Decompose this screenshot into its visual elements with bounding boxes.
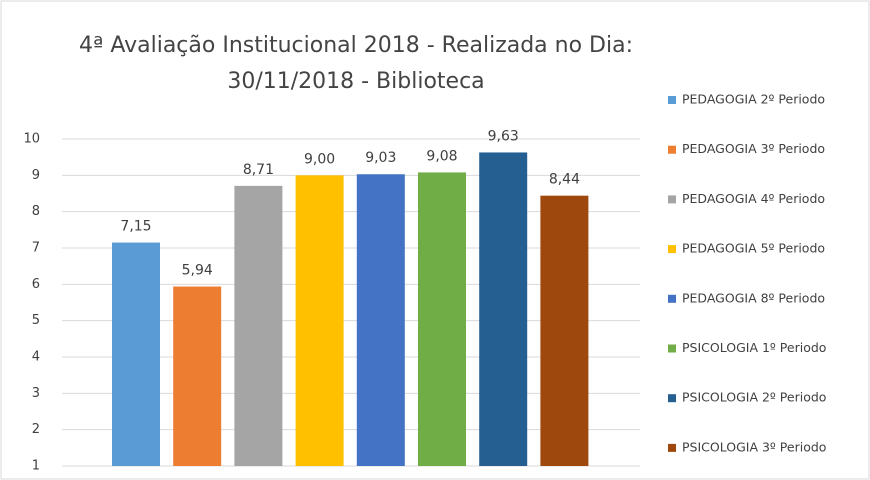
data-label: 8,44 (549, 172, 580, 188)
bar (418, 172, 466, 466)
data-label: 9,63 (488, 128, 519, 144)
legend-swatch (668, 344, 676, 353)
legend-label: PEDAGOGIA 5º Periodo (682, 241, 825, 256)
bar (173, 286, 222, 466)
legend-label: PSICOLOGIA 1º Periodo (682, 340, 826, 355)
legend-label: PEDAGOGIA 3º Periodo (682, 141, 825, 156)
y-tick-label: 5 (32, 313, 40, 328)
y-tick-label: 8 (32, 204, 40, 219)
legend-swatch (668, 245, 676, 254)
y-tick-label: 4 (32, 350, 40, 365)
y-tick-label: 7 (32, 241, 40, 256)
chart-title: 4ª Avaliação Institucional 2018 - Realiz… (79, 33, 633, 58)
bar (356, 174, 405, 466)
bar (540, 195, 589, 466)
data-label: 9,03 (365, 150, 396, 166)
legend-swatch (668, 195, 676, 204)
legend-label: PEDAGOGIA 4º Periodo (682, 191, 825, 206)
legend-label: PSICOLOGIA 3º Periodo (682, 439, 826, 454)
legend-swatch (668, 443, 676, 452)
legend-swatch (668, 394, 676, 403)
data-label: 8,71 (243, 162, 274, 178)
y-tick-label: 6 (32, 277, 40, 292)
y-tick-label: 2 (32, 422, 40, 437)
legend-swatch (668, 96, 676, 104)
data-label: 9,08 (426, 148, 457, 164)
y-tick-label: 3 (32, 386, 40, 401)
data-label: 7,15 (120, 219, 151, 235)
legend-label: PSICOLOGIA 2º Periodo (682, 390, 826, 405)
data-label: 5,94 (182, 263, 213, 279)
y-tick-label: 1 (32, 459, 40, 474)
data-label: 9,00 (304, 151, 335, 167)
chart-title: 30/11/2018 - Biblioteca (227, 69, 484, 94)
bar (112, 242, 160, 466)
legend-swatch (668, 145, 676, 154)
legend-label: PEDAGOGIA 2º Periodo (682, 92, 825, 107)
y-tick-label: 9 (32, 168, 40, 183)
legend-swatch (668, 294, 676, 303)
bar (479, 152, 528, 466)
legend-label: PEDAGOGIA 8º Periodo (682, 290, 825, 305)
bar (295, 175, 344, 467)
bar (234, 185, 283, 466)
y-tick-label: 10 (23, 132, 40, 147)
